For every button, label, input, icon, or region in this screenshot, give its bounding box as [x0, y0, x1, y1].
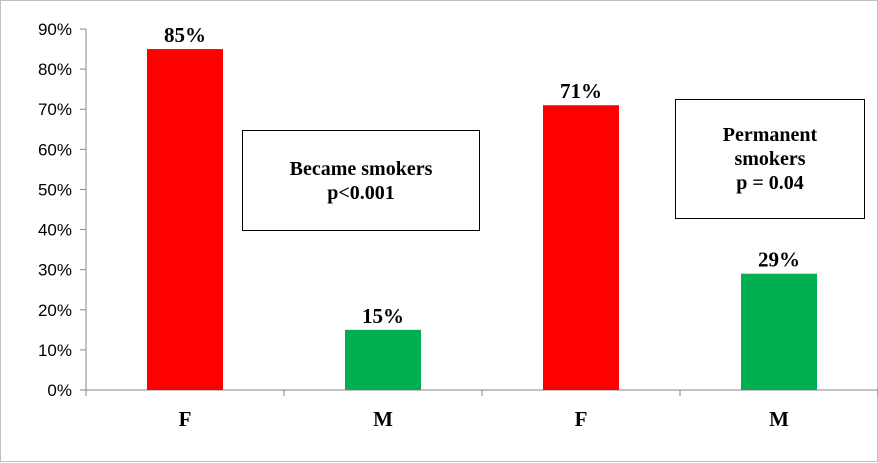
x-category-label: F [575, 407, 588, 431]
bar [543, 105, 619, 390]
annotation-line: p = 0.04 [736, 172, 804, 194]
y-tick-label: 0% [47, 381, 72, 400]
bar [147, 49, 223, 391]
bar [345, 329, 421, 390]
y-tick-label: 20% [38, 301, 72, 320]
y-tick-label: 50% [38, 180, 72, 199]
x-category-label: M [373, 407, 393, 431]
annotation-line: Became smokers [289, 157, 433, 180]
y-tick-label: 30% [38, 261, 72, 280]
annotation-line: Permanent [722, 124, 818, 146]
y-tick-label: 60% [38, 140, 72, 159]
x-category-label: M [769, 407, 789, 431]
data-label: 15% [362, 304, 404, 328]
y-tick-label: 70% [38, 100, 72, 119]
data-label: 85% [164, 23, 206, 47]
bar [741, 273, 817, 390]
data-label: 71% [560, 79, 602, 103]
y-tick-label: 10% [38, 341, 72, 360]
annotation-line: smokers [734, 148, 806, 170]
annotation-permanent-smokers: Permanent smokers p = 0.04 [675, 99, 865, 219]
data-label: 29% [758, 248, 800, 272]
y-tick-label: 80% [38, 60, 72, 79]
x-category-label: F [179, 407, 192, 431]
y-tick-label: 40% [38, 221, 72, 240]
annotation-became-smokers: Became smokers p<0.001 [242, 130, 480, 231]
annotation-line: p<0.001 [327, 181, 395, 204]
y-tick-label: 90% [38, 20, 72, 39]
